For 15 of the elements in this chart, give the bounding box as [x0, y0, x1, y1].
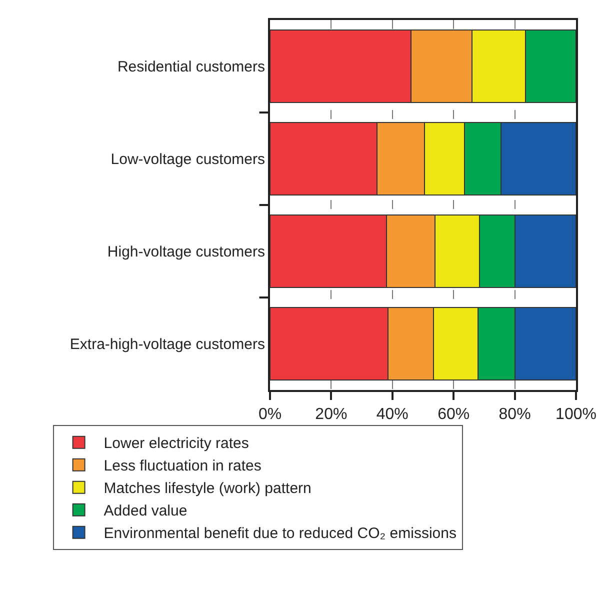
y-tick-label: Low-voltage customers	[110, 151, 265, 168]
legend-label: Matches lifestyle (work) pattern	[104, 480, 312, 498]
x-tick-label: 40%	[376, 406, 408, 424]
legend-label: Lower electricity rates	[104, 435, 249, 452]
y-tick-label: Extra-high-voltage customers	[70, 336, 265, 353]
x-tick-label: 80%	[498, 406, 531, 424]
legend-label: Added value	[104, 502, 188, 520]
y-tick-label: High-voltage customers	[107, 244, 265, 260]
y-tick-label: Residential customers	[117, 58, 265, 76]
legend-label: Environmental benefit due to reduced CO₂ emissions	[104, 525, 456, 542]
x-tick-label: 60%	[438, 406, 470, 424]
x-tick-label: 100%	[556, 406, 596, 424]
x-tick-label: 20%	[315, 406, 348, 424]
x-tick-label: 0%	[258, 406, 282, 424]
legend-label: Less fluctuation in rates	[104, 458, 262, 475]
